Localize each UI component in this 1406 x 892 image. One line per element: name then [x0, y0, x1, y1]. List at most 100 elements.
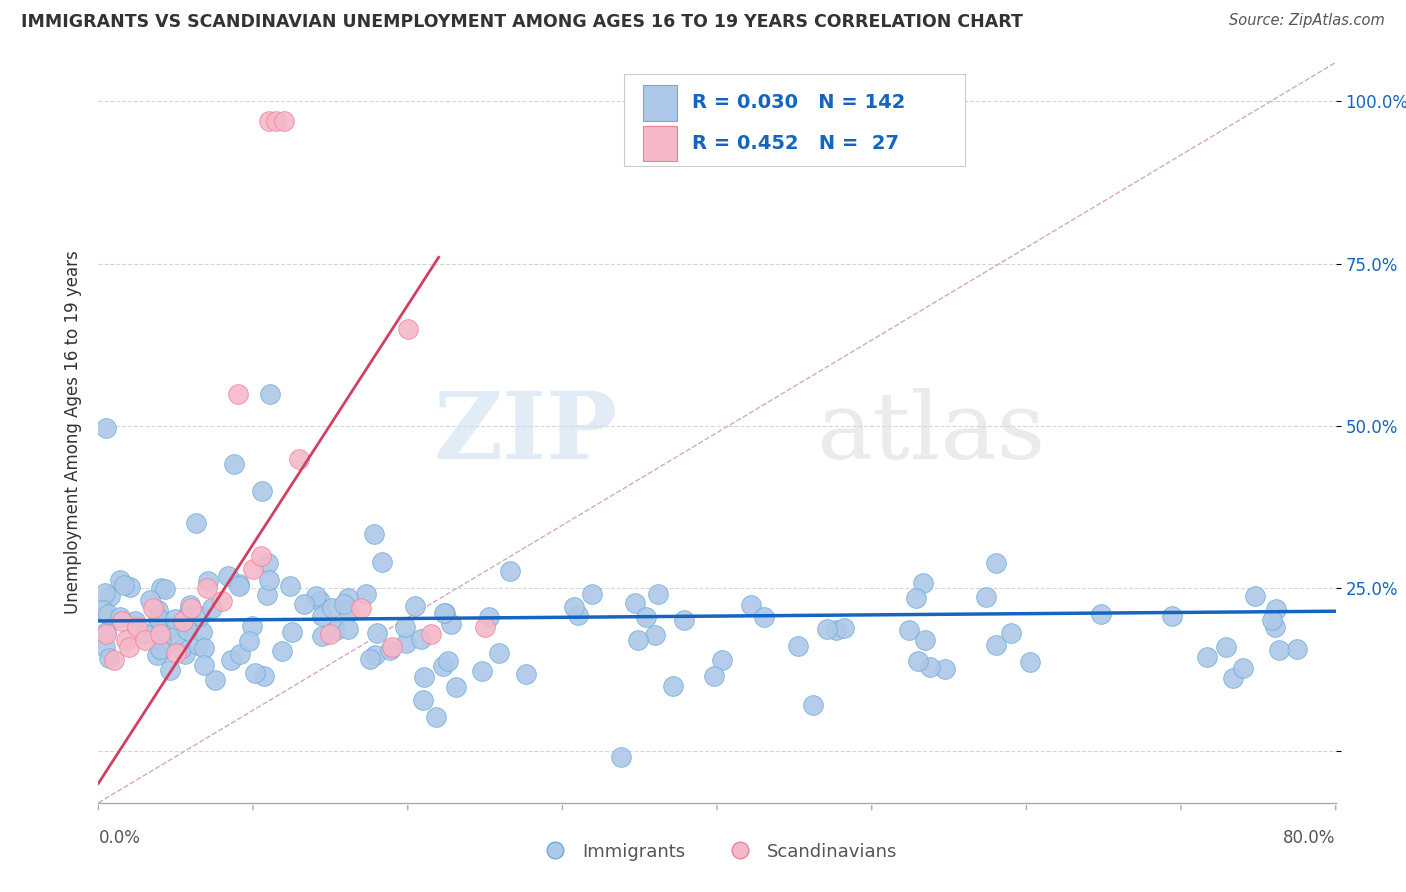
Point: [425, 710, 447, 724]
Point: [228, 577, 250, 591]
Point: [229, 647, 252, 661]
Point: [311, 629, 333, 643]
Point: [432, 658, 454, 673]
Point: [440, 617, 463, 632]
Legend: Immigrants, Scandinavians: Immigrants, Scandinavians: [530, 836, 904, 868]
Point: [897, 623, 920, 637]
Point: [1215, 640, 1237, 655]
Point: [1090, 607, 1112, 622]
Point: [187, 638, 209, 652]
Point: [636, 609, 658, 624]
Point: [409, 632, 432, 647]
Point: [180, 601, 202, 615]
Point: [433, 606, 456, 620]
Point: [134, 627, 156, 641]
Point: [155, 582, 177, 596]
Point: [914, 633, 936, 648]
Point: [371, 555, 394, 569]
Point: [905, 591, 928, 605]
Point: [354, 587, 377, 601]
Point: [644, 628, 666, 642]
Point: [108, 574, 131, 588]
Point: [918, 660, 941, 674]
Point: [172, 614, 194, 628]
Point: [245, 665, 267, 680]
Point: [1286, 641, 1309, 656]
Point: [471, 664, 494, 678]
Point: [224, 457, 246, 471]
Text: R = 0.030   N = 142: R = 0.030 N = 142: [692, 94, 905, 112]
Point: [97, 650, 120, 665]
Point: [195, 582, 218, 596]
Point: [256, 588, 278, 602]
Point: [1019, 655, 1042, 669]
Point: [974, 590, 997, 604]
Point: [186, 516, 208, 530]
Point: [433, 606, 456, 620]
Point: [159, 663, 181, 677]
Point: [149, 644, 172, 658]
Point: [197, 574, 219, 588]
Point: [740, 598, 762, 612]
Point: [257, 114, 280, 128]
Point: [404, 599, 426, 613]
Point: [96, 627, 118, 641]
Point: [193, 640, 215, 655]
Point: [711, 653, 734, 667]
Point: [336, 622, 359, 636]
Point: [336, 591, 359, 605]
Point: [163, 612, 186, 626]
Point: [703, 669, 725, 683]
Point: [321, 601, 343, 615]
Point: [1261, 613, 1284, 627]
Point: [127, 620, 149, 634]
Point: [165, 647, 187, 661]
Point: [100, 589, 122, 603]
Point: [626, 632, 648, 647]
Point: [190, 624, 212, 639]
Point: [478, 610, 501, 624]
Point: [581, 586, 603, 600]
Point: [1267, 642, 1289, 657]
Text: R = 0.452   N =  27: R = 0.452 N = 27: [692, 134, 900, 153]
Point: [250, 549, 273, 563]
Point: [1222, 671, 1244, 685]
Point: [815, 622, 838, 636]
Point: [801, 698, 824, 712]
Point: [179, 605, 201, 619]
Text: IMMIGRANTS VS SCANDINAVIAN UNEMPLOYMENT AMONG AGES 16 TO 19 YEARS CORRELATION CH: IMMIGRANTS VS SCANDINAVIAN UNEMPLOYMENT …: [21, 13, 1024, 31]
Point: [662, 679, 685, 693]
Point: [1000, 626, 1022, 640]
Point: [332, 597, 354, 611]
Point: [93, 603, 115, 617]
Point: [242, 618, 264, 632]
Point: [146, 616, 169, 631]
Point: [515, 667, 537, 681]
Point: [311, 609, 333, 624]
Point: [364, 648, 387, 663]
Point: [150, 632, 173, 647]
FancyBboxPatch shape: [643, 126, 678, 161]
Point: [832, 621, 855, 635]
Point: [986, 556, 1008, 570]
Text: Source: ZipAtlas.com: Source: ZipAtlas.com: [1229, 13, 1385, 29]
Point: [94, 624, 117, 639]
Point: [437, 654, 460, 668]
Point: [754, 610, 776, 624]
Point: [825, 623, 848, 637]
Text: 80.0%: 80.0%: [1284, 829, 1336, 847]
Point: [257, 556, 280, 570]
Point: [170, 641, 193, 656]
Point: [165, 629, 187, 643]
Point: [259, 386, 281, 401]
Point: [288, 451, 311, 466]
Point: [394, 636, 416, 650]
Point: [141, 601, 165, 615]
Y-axis label: Unemployment Among Ages 16 to 19 years: Unemployment Among Ages 16 to 19 years: [63, 251, 82, 615]
FancyBboxPatch shape: [643, 85, 678, 120]
Point: [419, 627, 441, 641]
Point: [118, 640, 141, 654]
Point: [412, 669, 434, 683]
Point: [1232, 661, 1254, 675]
Point: [786, 639, 808, 653]
